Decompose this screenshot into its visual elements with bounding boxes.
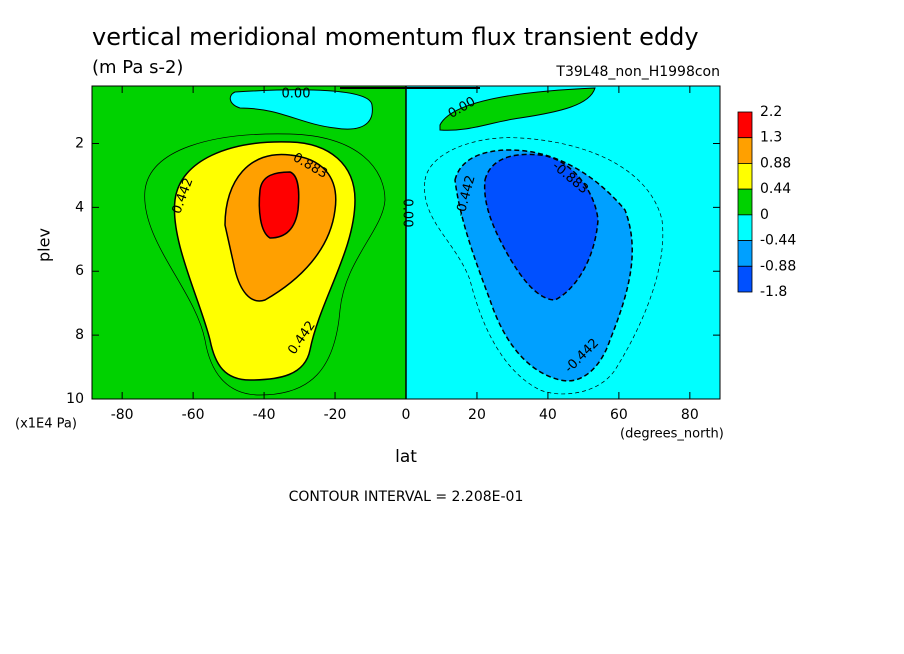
y-tick-label: 8 — [75, 327, 84, 343]
colorbar-label: -1.8 — [760, 284, 787, 300]
x-tick-label: 20 — [468, 407, 486, 423]
x-tick-label: -20 — [324, 407, 347, 423]
x-tick-label: 0 — [402, 407, 411, 423]
colorbar-label: 0 — [760, 207, 769, 223]
region — [439, 87, 596, 131]
note: CONTOUR INTERVAL = 2.208E-01 — [289, 489, 524, 505]
x-tick-label: -80 — [111, 407, 134, 423]
region — [258, 171, 300, 239]
x-tick-label: 40 — [539, 407, 557, 423]
contour-label: 0.00 — [400, 199, 415, 228]
chart-title: vertical meridional momentum flux transi… — [92, 23, 699, 51]
colorbar-label: 2.2 — [760, 104, 782, 120]
x-tick-label: -60 — [182, 407, 205, 423]
colorbar-label: -0.44 — [760, 233, 796, 249]
y-tick-label: 4 — [75, 199, 84, 215]
y-units: (x1E4 Pa) — [15, 417, 77, 432]
colorbar-label: 1.3 — [760, 130, 782, 146]
y-axis-label: plev — [35, 228, 54, 262]
x-tick-label: -40 — [253, 407, 276, 423]
x-units: (degrees_north) — [620, 427, 724, 442]
x-tick-label: 60 — [610, 407, 628, 423]
x-axis-label: lat — [395, 447, 417, 467]
contour-label: 0.00 — [282, 87, 311, 102]
colorbar-box — [737, 265, 753, 293]
colorbar-box — [737, 111, 753, 139]
region — [229, 89, 373, 130]
colorbar-box — [737, 137, 753, 164]
y-tick-label: 2 — [75, 135, 84, 151]
colorbar-label: 0.88 — [760, 155, 791, 171]
contour-field — [92, 86, 720, 399]
subtitle: (m Pa s-2) — [92, 57, 183, 78]
region — [483, 153, 599, 301]
colorbar-label: -0.88 — [760, 258, 796, 274]
colorbar-box — [737, 188, 753, 216]
colorbar-box — [737, 240, 753, 267]
colorbar-box — [737, 214, 753, 241]
colorbar-label: 0.44 — [760, 181, 791, 197]
colorbar-box — [737, 163, 753, 190]
run-name: T39L48_non_H1998con — [555, 64, 720, 80]
x-tick-label: 80 — [681, 407, 699, 423]
y-tick-label: 10 — [66, 391, 84, 407]
y-tick-label: 6 — [75, 263, 84, 279]
